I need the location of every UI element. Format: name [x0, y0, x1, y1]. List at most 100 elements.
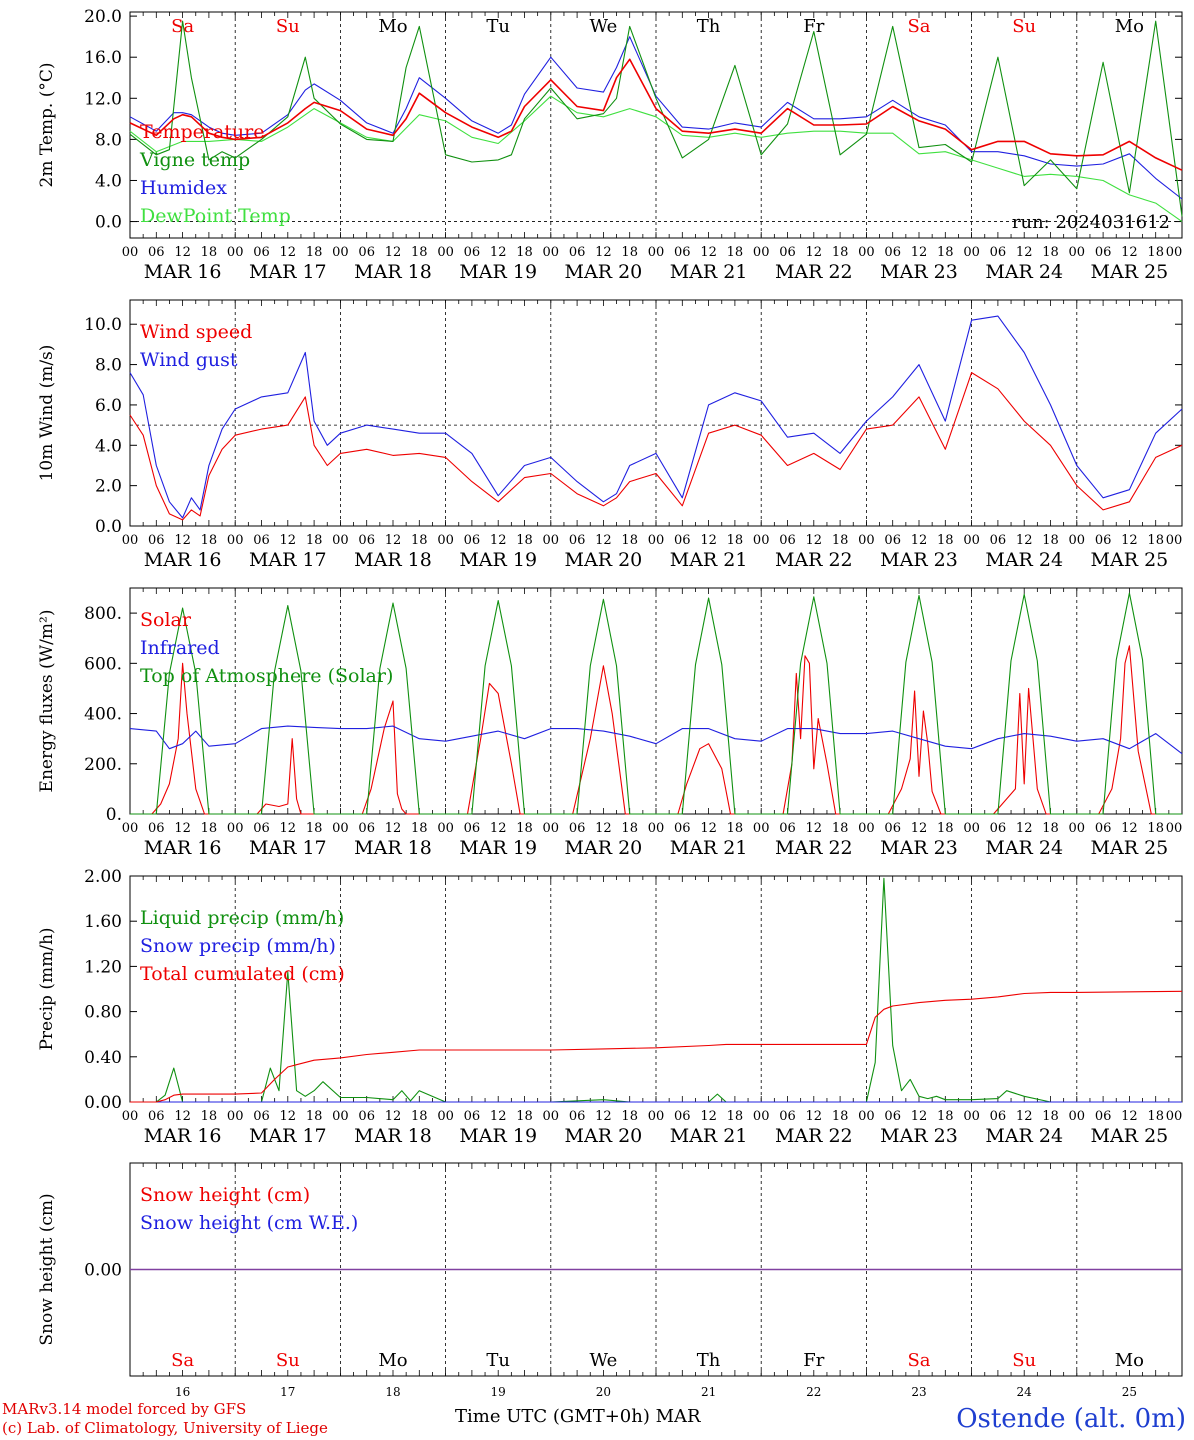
- hour-tick-label: 00: [858, 821, 875, 836]
- date-label: MAR 16: [144, 549, 222, 571]
- hour-tick-label: 06: [464, 1109, 481, 1124]
- hour-tick-label: 06: [884, 533, 901, 548]
- series-line-vigne-temp: [129, 20, 1183, 217]
- station-name: Ostende (alt. 0m): [956, 1404, 1186, 1434]
- weekday-label: We: [590, 16, 618, 37]
- hour-tick-label: 06: [148, 1109, 165, 1124]
- date-label: MAR 22: [775, 549, 853, 571]
- y-tick-label: 2.00: [84, 867, 122, 887]
- hour-tick-label: 00: [858, 1109, 875, 1124]
- series-line-wind-gust: [129, 315, 1183, 519]
- hour-tick-label: 00: [963, 1109, 980, 1124]
- hour-tick-label: 06: [358, 1109, 375, 1124]
- series-line-infrared: [129, 725, 1183, 755]
- hour-tick-label: 12: [280, 821, 297, 836]
- date-label: MAR 21: [670, 1125, 748, 1147]
- hour-tick-label: 18: [516, 533, 533, 548]
- date-label: MAR 22: [775, 1125, 853, 1147]
- hour-tick-label: 12: [806, 1109, 823, 1124]
- hour-tick-label: 12: [490, 1109, 507, 1124]
- hour-tick-label: 18: [1147, 821, 1164, 836]
- y-axis-title: 2m Temp. (°C): [37, 62, 57, 187]
- hour-tick-label: 18: [621, 821, 638, 836]
- hour-tick-label: 00: [332, 245, 349, 260]
- hour-tick-label: 18: [306, 245, 323, 260]
- date-label: MAR 19: [459, 261, 537, 283]
- hour-tick-label: 06: [779, 533, 796, 548]
- hour-tick-label: 12: [490, 245, 507, 260]
- hour-tick-label: 12: [280, 245, 297, 260]
- copyright-credit: (c) Lab. of Climatology, University of L…: [2, 1419, 328, 1437]
- y-tick-label: 0.00: [84, 1261, 122, 1281]
- hour-tick-label: 06: [779, 245, 796, 260]
- hour-tick-label: 12: [700, 245, 717, 260]
- hour-tick-label: 00: [227, 533, 244, 548]
- hour-tick-label: 12: [911, 245, 928, 260]
- hour-tick-label: 12: [595, 245, 612, 260]
- hour-tick-label: 18: [937, 533, 954, 548]
- hour-tick-label: 18: [832, 245, 849, 260]
- hour-tick-label: 18: [621, 245, 638, 260]
- hour-tick-label: 00: [1166, 821, 1183, 836]
- y-tick-label: 6.0: [95, 396, 122, 416]
- y-axis-title: Energy fluxes (W/m²): [37, 610, 57, 793]
- day-number-label: 24: [1017, 1385, 1033, 1399]
- panel-flux: 800. 600. 400. 200. 0. Energy fluxes (W/m²) 00…: [37, 587, 1183, 859]
- hour-tick-label: 12: [1121, 245, 1138, 260]
- hour-tick-label: 18: [516, 245, 533, 260]
- hour-tick-label: 00: [227, 1109, 244, 1124]
- day-number-label: 25: [1122, 1385, 1137, 1399]
- hour-tick-label: 00: [1069, 1109, 1086, 1124]
- run-label: run: 2024031612: [1012, 212, 1170, 233]
- hour-tick-label: 18: [1147, 1109, 1164, 1124]
- hour-tick-label: 00: [332, 533, 349, 548]
- date-label: MAR 17: [249, 549, 327, 571]
- hour-tick-label: 06: [1095, 533, 1112, 548]
- legend-entry: Snow precip (mm/h): [140, 935, 336, 957]
- hour-tick-label: 00: [1166, 533, 1183, 548]
- hour-tick-label: 06: [464, 821, 481, 836]
- legend-entry: Top of Atmosphere (Solar): [140, 665, 393, 687]
- date-label: MAR 21: [670, 837, 748, 859]
- hour-tick-label: 06: [884, 245, 901, 260]
- hour-tick-label: 18: [727, 533, 744, 548]
- y-tick-label: 200.: [84, 755, 122, 775]
- hour-tick-label: 00: [858, 245, 875, 260]
- hour-tick-label: 06: [884, 821, 901, 836]
- hour-tick-label: 06: [884, 1109, 901, 1124]
- hour-tick-label: 12: [1016, 1109, 1033, 1124]
- hour-tick-label: 00: [437, 1109, 454, 1124]
- hour-tick-label: 06: [674, 1109, 691, 1124]
- date-label: MAR 24: [985, 549, 1063, 571]
- hour-tick-label: 18: [306, 533, 323, 548]
- hour-tick-label: 12: [595, 821, 612, 836]
- weekday-label: Mo: [378, 16, 407, 37]
- legend-entry: Snow height (cm): [140, 1184, 310, 1206]
- hour-tick-label: 06: [464, 533, 481, 548]
- hour-tick-label: 18: [411, 1109, 428, 1124]
- hour-tick-label: 12: [700, 1109, 717, 1124]
- hour-tick-label: 18: [727, 245, 744, 260]
- hour-tick-label: 06: [990, 1109, 1007, 1124]
- hour-tick-label: 18: [201, 245, 218, 260]
- hour-tick-label: 00: [437, 821, 454, 836]
- hour-tick-label: 12: [806, 245, 823, 260]
- x-axis-label: Time UTC (GMT+0h): [455, 1406, 650, 1427]
- hour-tick-label: 18: [201, 1109, 218, 1124]
- y-tick-label: 400.: [84, 705, 122, 725]
- hour-tick-label: 12: [595, 1109, 612, 1124]
- hour-tick-label: 18: [1147, 533, 1164, 548]
- y-axis-title: 10m Wind (m/s): [37, 345, 57, 482]
- hour-tick-label: 00: [963, 245, 980, 260]
- day-number-label: 19: [491, 1385, 506, 1399]
- hour-tick-label: 00: [648, 533, 665, 548]
- hour-tick-label: 18: [621, 1109, 638, 1124]
- hour-tick-label: 06: [253, 1109, 270, 1124]
- hour-tick-label: 06: [148, 245, 165, 260]
- y-tick-label: 12.0: [84, 89, 122, 109]
- date-label: MAR 18: [354, 837, 432, 859]
- y-tick-label: 0.00: [84, 1093, 122, 1113]
- date-label: MAR 20: [565, 1125, 643, 1147]
- date-label: MAR 21: [670, 549, 748, 571]
